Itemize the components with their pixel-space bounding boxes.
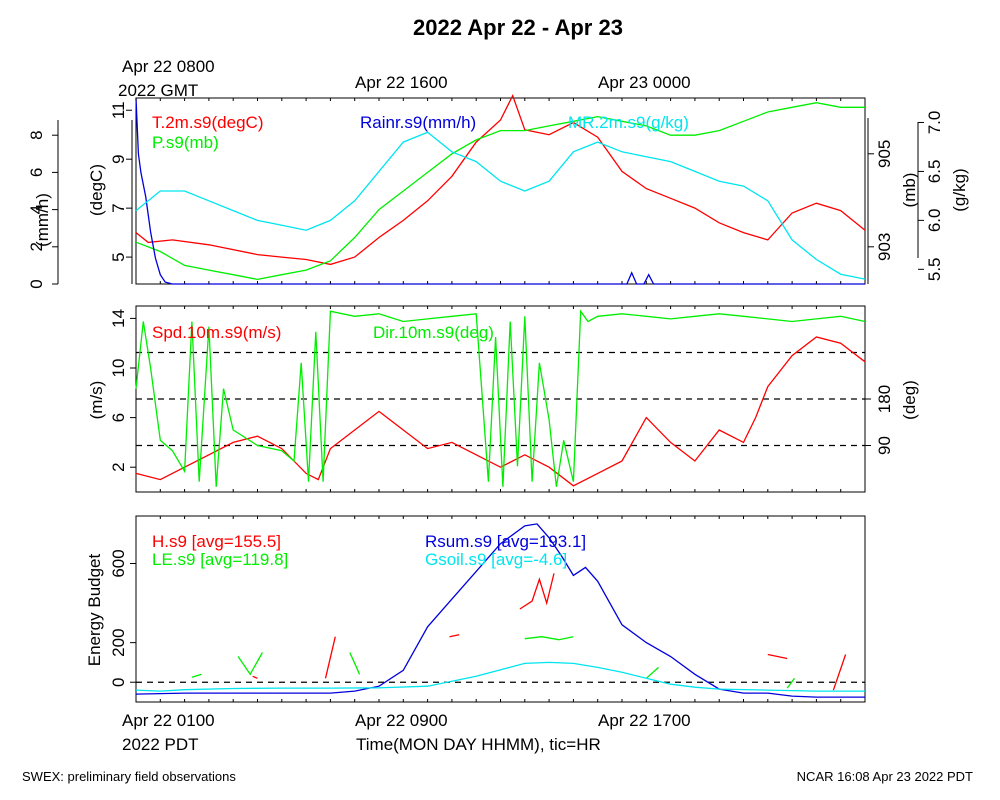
- p1-degc-tick-label-11: 11: [109, 101, 128, 119]
- p2-speed-axis-label: (m/s): [87, 381, 106, 420]
- p1-gkg-ticks: 5.5 6.0 6.5 7.0: [918, 111, 944, 281]
- p3-energy-tick-label-600: 600: [109, 549, 128, 577]
- x-axis-ticks: [135, 98, 866, 702]
- p1-degc-axis-label: (degC): [87, 164, 106, 216]
- series-le-s9-avg-119-8-segment-4: [645, 666, 659, 679]
- bottom-axis-label-0100: Apr 22 0100: [122, 711, 215, 730]
- p1-mmh-tick-label-6: 6: [27, 168, 46, 177]
- legend-sensible-heat: H.s9 [avg=155.5]: [152, 532, 281, 551]
- p2-speed-tick-label-10: 10: [109, 359, 128, 378]
- series-rainr-s9-mm-h: [135, 97, 865, 285]
- series-p-s9-mb: [135, 102, 865, 281]
- p1-mmh-tick-label-4: 4: [27, 205, 46, 214]
- legend-wind-direction: Dir.10m.s9(deg): [373, 323, 494, 342]
- p1-degc-ticks: 5 7 9 11: [109, 101, 132, 262]
- p2-direction-tick-label-180: 180: [875, 385, 894, 413]
- series-h-s9-avg-155-5-segment-5: [832, 654, 847, 691]
- bottom-axis-date-label: 2022 PDT: [122, 735, 199, 754]
- p1-gkg-axis-label: (g/kg): [950, 168, 969, 211]
- p3-series-group: [135, 523, 865, 698]
- p3-energy-axis-label: Energy Budget: [85, 553, 104, 666]
- series-gsoil-s9-avg-4-6: [135, 661, 865, 692]
- p1-mb-axis-label: (mb): [900, 173, 919, 208]
- top-axis-label-0800: Apr 22 0800: [122, 57, 215, 76]
- p1-gkg-tick-label-6-5: 6.5: [925, 160, 944, 184]
- series-le-s9-avg-119-8-segment-2: [349, 652, 361, 675]
- p2-direction-ticks: 90 180: [865, 385, 894, 455]
- p1-mmh-axis-label: (mm/h): [33, 193, 52, 247]
- legend-wind-speed: Spd.10m.s9(m/s): [152, 323, 281, 342]
- series-le-s9-avg-119-8-segment-3: [524, 636, 574, 641]
- series-rsum-s9-avg-193-1: [135, 523, 865, 698]
- p1-degc-tick-label-5: 5: [109, 252, 128, 261]
- series-h-s9-avg-155-5-segment-3: [324, 636, 336, 679]
- bottom-axis-label-1700: Apr 22 1700: [598, 711, 691, 730]
- series-h-s9-avg-155-5-segment-4: [767, 653, 788, 660]
- series-h-s9-avg-155-5-segment-1: [519, 573, 555, 610]
- p2-direction-axis-label: (deg): [900, 380, 919, 420]
- top-axis-label-1600: Apr 22 1600: [355, 73, 448, 92]
- p2-speed-tick-label-2: 2: [109, 462, 128, 471]
- p1-mb-tick-label-905: 905: [875, 140, 894, 168]
- series-le-s9-avg-119-8-segment-0: [191, 673, 202, 678]
- legend-rain-rate: Rainr.s9(mm/h): [360, 113, 476, 132]
- p1-series-group: [135, 93, 866, 285]
- series-h-s9-avg-155-5-segment-2: [252, 675, 258, 679]
- p2-direction-tick-label-90: 90: [875, 436, 894, 455]
- p1-gkg-tick-label-6-0: 6.0: [925, 209, 944, 233]
- legend-latent-heat: LE.s9 [avg=119.8]: [152, 550, 288, 569]
- footer-right: NCAR 16:08 Apr 23 2022 PDT: [797, 769, 973, 784]
- p3-energy-tick-label-0: 0: [109, 677, 128, 686]
- bottom-axis-label-0900: Apr 22 0900: [355, 711, 448, 730]
- p1-degc-tick-label-7: 7: [109, 203, 128, 212]
- top-axis-label-gmt: 2022 GMT: [118, 81, 198, 100]
- p1-gkg-tick-label-5-5: 5.5: [925, 257, 944, 281]
- p1-mb-tick-label-903: 903: [875, 233, 894, 261]
- p1-mmh-tick-label-0: 0: [27, 279, 46, 288]
- series-mr-2m-s9-g-kg: [135, 131, 866, 280]
- series-h-s9-avg-155-5-segment-0: [449, 634, 460, 638]
- p1-gkg-tick-label-7-0: 7.0: [925, 111, 944, 135]
- p2-speed-tick-label-14: 14: [109, 309, 128, 328]
- p3-energy-tick-label-200: 200: [109, 628, 128, 656]
- p1-mmh-ticks: 0 2 4 6 8: [27, 130, 58, 289]
- footer-left: SWEX: preliminary field observations: [22, 769, 236, 784]
- p2-speed-tick-label-6: 6: [109, 413, 128, 422]
- chart-title: 2022 Apr 22 - Apr 23: [413, 15, 623, 40]
- p2-series-group: [135, 309, 866, 487]
- p3-energy-ticks: 0 200 600: [109, 549, 136, 687]
- x-axis-title: Time(MON DAY HHMM), tic=HR: [356, 735, 601, 754]
- series-t-2m-s9-degc: [135, 93, 866, 266]
- top-axis-label-0000: Apr 23 0000: [598, 73, 691, 92]
- legend-net-radiation: Rsum.s9 [avg=193.1]: [425, 532, 586, 551]
- legend-pressure: P.s9(mb): [152, 133, 219, 152]
- p1-mmh-tick-label-2: 2: [27, 242, 46, 251]
- p1-mmh-tick-label-8: 8: [27, 130, 46, 139]
- legend-temperature: T.2m.s9(degC): [152, 113, 263, 132]
- p2-speed-ticks: 2 6 10 14: [109, 309, 136, 472]
- legend-soil-heat: Gsoil.s9 [avg=-4.6]: [425, 550, 567, 569]
- series-spd-10m-s9-m-s: [135, 336, 866, 487]
- legend-mixing-ratio: MR.2m.s9(g/kg): [568, 113, 689, 132]
- p1-degc-tick-label-9: 9: [109, 154, 128, 163]
- series-dir-10m-s9-deg: [135, 309, 866, 487]
- p1-mb-ticks: 903 905: [868, 140, 894, 261]
- series-le-s9-avg-119-8-segment-5: [786, 677, 796, 689]
- series-le-s9-avg-119-8-segment-1: [237, 652, 263, 676]
